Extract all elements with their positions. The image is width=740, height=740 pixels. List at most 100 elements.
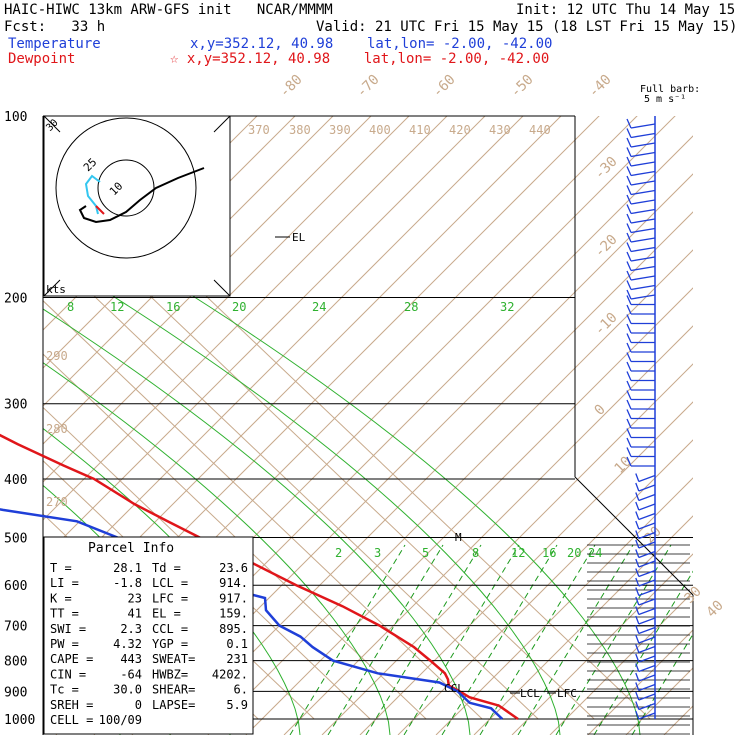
- wind-barb: [638, 607, 656, 616]
- wind-barb-flag: [635, 568, 640, 577]
- dewpoint-location: ☆ x,y=352.12, 40.98 lat,lon= -2.00, -42.…: [170, 51, 550, 67]
- parcel-param-name: LCL =: [152, 576, 188, 590]
- wind-barb-flag: [635, 587, 640, 596]
- temperature-legend: Temperature: [8, 36, 101, 52]
- pressure-label-900: 900: [4, 685, 27, 700]
- wind-barb: [638, 664, 656, 673]
- moist-adiabat-label: 24: [312, 300, 326, 314]
- parcel-param-name: EL =: [152, 607, 181, 621]
- isotherm-label: -60: [430, 72, 459, 101]
- wind-barb-flag: [626, 280, 632, 290]
- wind-barb: [638, 598, 656, 606]
- parcel-param-value: 28.1: [113, 561, 142, 575]
- pressure-label-700: 700: [4, 620, 27, 635]
- parcel-param-name: SWEAT=: [152, 652, 195, 666]
- parcel-param-value: 6.: [234, 683, 248, 697]
- wind-barb: [630, 170, 656, 177]
- wind-barb-flag: [626, 418, 632, 429]
- wind-barb: [630, 208, 656, 215]
- wind-barb-flag: [635, 549, 640, 558]
- mixing-ratio-line: [631, 633, 693, 735]
- moist-adiabat-line: [59, 214, 641, 735]
- wind-barb-flag: [635, 653, 640, 663]
- dewpoint-profile: [0, 508, 504, 720]
- wind-barb: [630, 227, 656, 234]
- wind-barb: [638, 484, 656, 492]
- wind-barb-flag: [626, 270, 632, 281]
- parcel-param-value: 4202.: [212, 667, 248, 681]
- wind-barb-flag: [626, 371, 632, 381]
- wind-barb-flag: [626, 251, 632, 262]
- lfc-label: LFC: [557, 687, 577, 700]
- wind-barb-flag: [635, 625, 640, 634]
- wind-barb-flag: [626, 399, 632, 410]
- wind-barb-flag: [626, 333, 632, 343]
- mixing-ratio-label: 16: [542, 546, 556, 560]
- lcl-label: LCL: [520, 687, 540, 700]
- parcel-param-name: SHEAR=: [152, 683, 195, 697]
- parcel-param-value: 895.: [219, 622, 248, 636]
- wind-barb-flag: [626, 428, 632, 438]
- dry-adiabat-line: [283, 325, 693, 735]
- mixing-ratio-label: 8: [472, 546, 479, 560]
- wind-barb: [630, 284, 656, 291]
- theta-label: 400: [369, 123, 391, 137]
- wind-barb-flag: [626, 175, 632, 186]
- mixing-ratio-label: 5: [422, 546, 429, 560]
- barb-key-line2: 5 m s⁻¹: [644, 94, 687, 105]
- dry-adiabat-line: [207, 249, 693, 735]
- pressure-label-600: 600: [4, 579, 27, 594]
- wind-barb-flag: [635, 501, 640, 511]
- parcel-param-value: 231: [226, 652, 248, 666]
- wind-barb: [638, 702, 656, 711]
- wind-barb: [630, 199, 656, 205]
- isotherm-label: -40: [586, 72, 615, 101]
- parcel-param-value: 23: [128, 591, 142, 605]
- parcel-param-value: 917.: [219, 591, 248, 605]
- moist-adiabat-label: 20: [232, 300, 246, 314]
- mixing-ratio-line: [593, 570, 693, 735]
- moist-adiabat-label: 32: [500, 300, 514, 314]
- parcel-param-name: CCL =: [152, 622, 188, 636]
- parcel-param-name: CAPE =: [50, 652, 93, 666]
- mixing-ratio-line: [555, 544, 672, 735]
- wind-barb-flag: [635, 615, 640, 625]
- dry-adiabat-line: [435, 477, 693, 735]
- dry-adiabat-line: [397, 439, 693, 735]
- temperature-location: x,y=352.12, 40.98 lat,lon= -2.00, -42.00: [190, 36, 553, 52]
- wind-barb: [630, 123, 656, 129]
- wind-barb-flag: [626, 437, 632, 448]
- wind-barb: [638, 531, 656, 540]
- wind-barb-flag: [635, 539, 640, 549]
- wind-barb: [630, 256, 656, 262]
- dry-adiabat-line: [702, 35, 740, 735]
- wind-barb: [638, 588, 656, 597]
- mixing-ratio-label: 20: [567, 546, 581, 560]
- wind-barb: [638, 712, 656, 720]
- valid-time: Valid: 21 UTC Fri 15 May 15 (18 LST Fri …: [316, 19, 738, 35]
- el-label: EL: [292, 231, 306, 244]
- wind-barb-flag: [626, 295, 632, 305]
- parcel-param-name: K =: [50, 591, 72, 605]
- mixing-ratio-line: [365, 544, 482, 735]
- dry-adiabat-line: [245, 287, 693, 735]
- wind-barb: [630, 161, 656, 167]
- dry-adiabat-line: [625, 667, 693, 735]
- parcel-param-value: 41: [128, 607, 142, 621]
- wind-barb-flag: [635, 530, 640, 539]
- moist-adiabat-line: [43, 362, 391, 735]
- moist-adiabat-line: [43, 308, 471, 735]
- theta-label: 380: [289, 123, 311, 137]
- parcel-param-name: SWI =: [50, 622, 86, 636]
- wind-barb-flag: [626, 194, 632, 205]
- dry-adiabat-line: [43, 116, 334, 407]
- parcel-param-name: LFC =: [152, 591, 188, 605]
- moist-adiabat-label: 12: [110, 300, 124, 314]
- wind-barb: [630, 294, 656, 300]
- parcel-param-value: 4.32: [113, 637, 142, 651]
- wind-barb-flag: [626, 185, 632, 195]
- dry-adiabat-line: [511, 553, 693, 735]
- mixing-ratio-line: [289, 544, 406, 735]
- wind-barb-flag: [626, 314, 632, 324]
- wind-barb-flag: [626, 304, 632, 315]
